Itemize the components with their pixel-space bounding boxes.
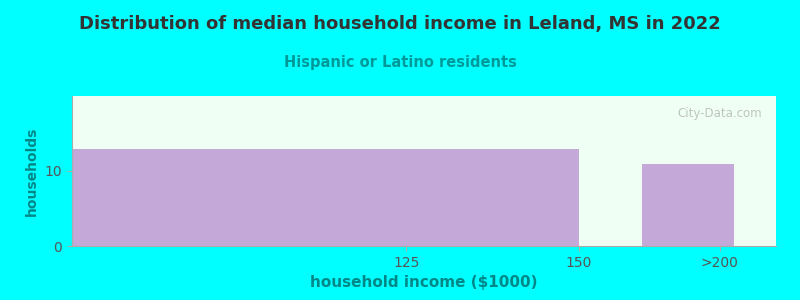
X-axis label: household income ($1000): household income ($1000) [310,275,538,290]
Text: Distribution of median household income in Leland, MS in 2022: Distribution of median household income … [79,15,721,33]
Text: Hispanic or Latino residents: Hispanic or Latino residents [283,56,517,70]
Text: City-Data.com: City-Data.com [678,106,762,119]
Bar [72,148,579,246]
Bar [642,164,734,246]
Y-axis label: households: households [25,126,39,216]
